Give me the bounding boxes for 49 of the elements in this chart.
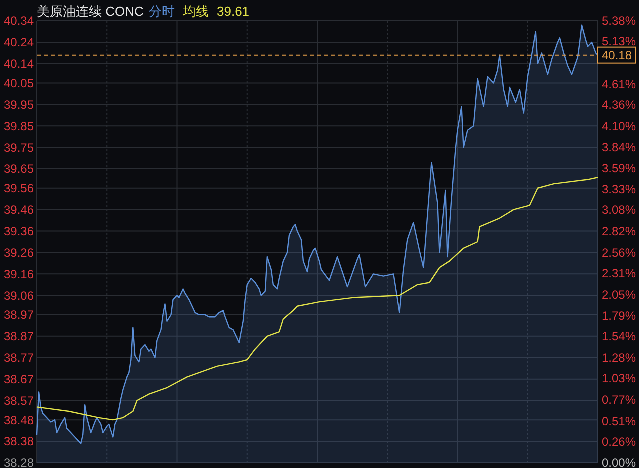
y-tick-label: 39.06 (4, 288, 34, 303)
y-tick-label: 40.14 (4, 57, 34, 72)
y2-tick-label: 1.79% (602, 309, 636, 324)
y-tick-label: 38.87 (4, 330, 34, 344)
y-tick-label: 40.24 (4, 36, 34, 50)
line-series (36, 177, 599, 421)
y-tick-label: 40.05 (4, 76, 34, 90)
y-tick-label: 38.48 (4, 413, 34, 428)
y-tick-label: 39.26 (4, 246, 34, 260)
chart-title: 美原油连续 CONC (37, 4, 144, 19)
y-tick-label: 39.95 (4, 98, 34, 112)
y2-tick-label: 0.51% (602, 414, 636, 428)
y2-tick-label: 4.61% (602, 77, 636, 92)
y2-tick-label: 0.26% (602, 434, 636, 449)
y2-tick-label: 0.77% (602, 392, 636, 407)
y-tick-label: 40.34 (4, 14, 34, 28)
y2-tick-label: 4.10% (602, 119, 636, 134)
y2-tick-label: 3.33% (602, 182, 636, 197)
y2-tick-label: 2.82% (602, 224, 636, 239)
y2-tick-label: 2.31% (602, 266, 636, 280)
y-tick-label: 38.97 (4, 308, 34, 322)
y2-tick-label: 2.56% (602, 246, 636, 260)
text: 分时 (149, 4, 175, 19)
y-tick-label: 39.65 (4, 162, 34, 176)
y-tick-label: 39.56 (4, 182, 34, 196)
y2-tick-label: 3.84% (602, 140, 636, 155)
text: 39.61 (217, 4, 250, 19)
y-tick-label: 38.28 (4, 456, 34, 468)
y-tick-label: 39.36 (4, 224, 34, 238)
y-tick-label: 38.77 (4, 351, 34, 366)
ref-line-label: 40.18 (602, 48, 632, 63)
y2-tick-label: 5.38% (602, 14, 636, 28)
y2-tick-label: 1.28% (602, 351, 636, 366)
y2-tick-label: 4.36% (602, 98, 636, 112)
y-tick-label: 39.46 (4, 203, 34, 218)
y2-tick-label: 0.00% (602, 456, 636, 468)
text: 均线 (182, 4, 209, 19)
y2-tick-label: 1.54% (602, 330, 636, 344)
y2-tick-label: 3.59% (602, 161, 636, 176)
y2-tick-label: 1.03% (602, 372, 636, 386)
y-tick-label: 39.85 (4, 119, 34, 134)
y-tick-label: 39.16 (4, 267, 34, 282)
y-tick-label: 39.75 (4, 140, 34, 155)
y-tick-label: 38.57 (4, 394, 34, 408)
y2-tick-label: 2.05% (602, 288, 636, 302)
y-tick-label: 38.38 (4, 434, 34, 449)
y2-tick-label: 3.08% (602, 203, 636, 218)
y2-tick-label: 5.13% (602, 34, 636, 49)
y-tick-label: 38.67 (4, 372, 34, 387)
